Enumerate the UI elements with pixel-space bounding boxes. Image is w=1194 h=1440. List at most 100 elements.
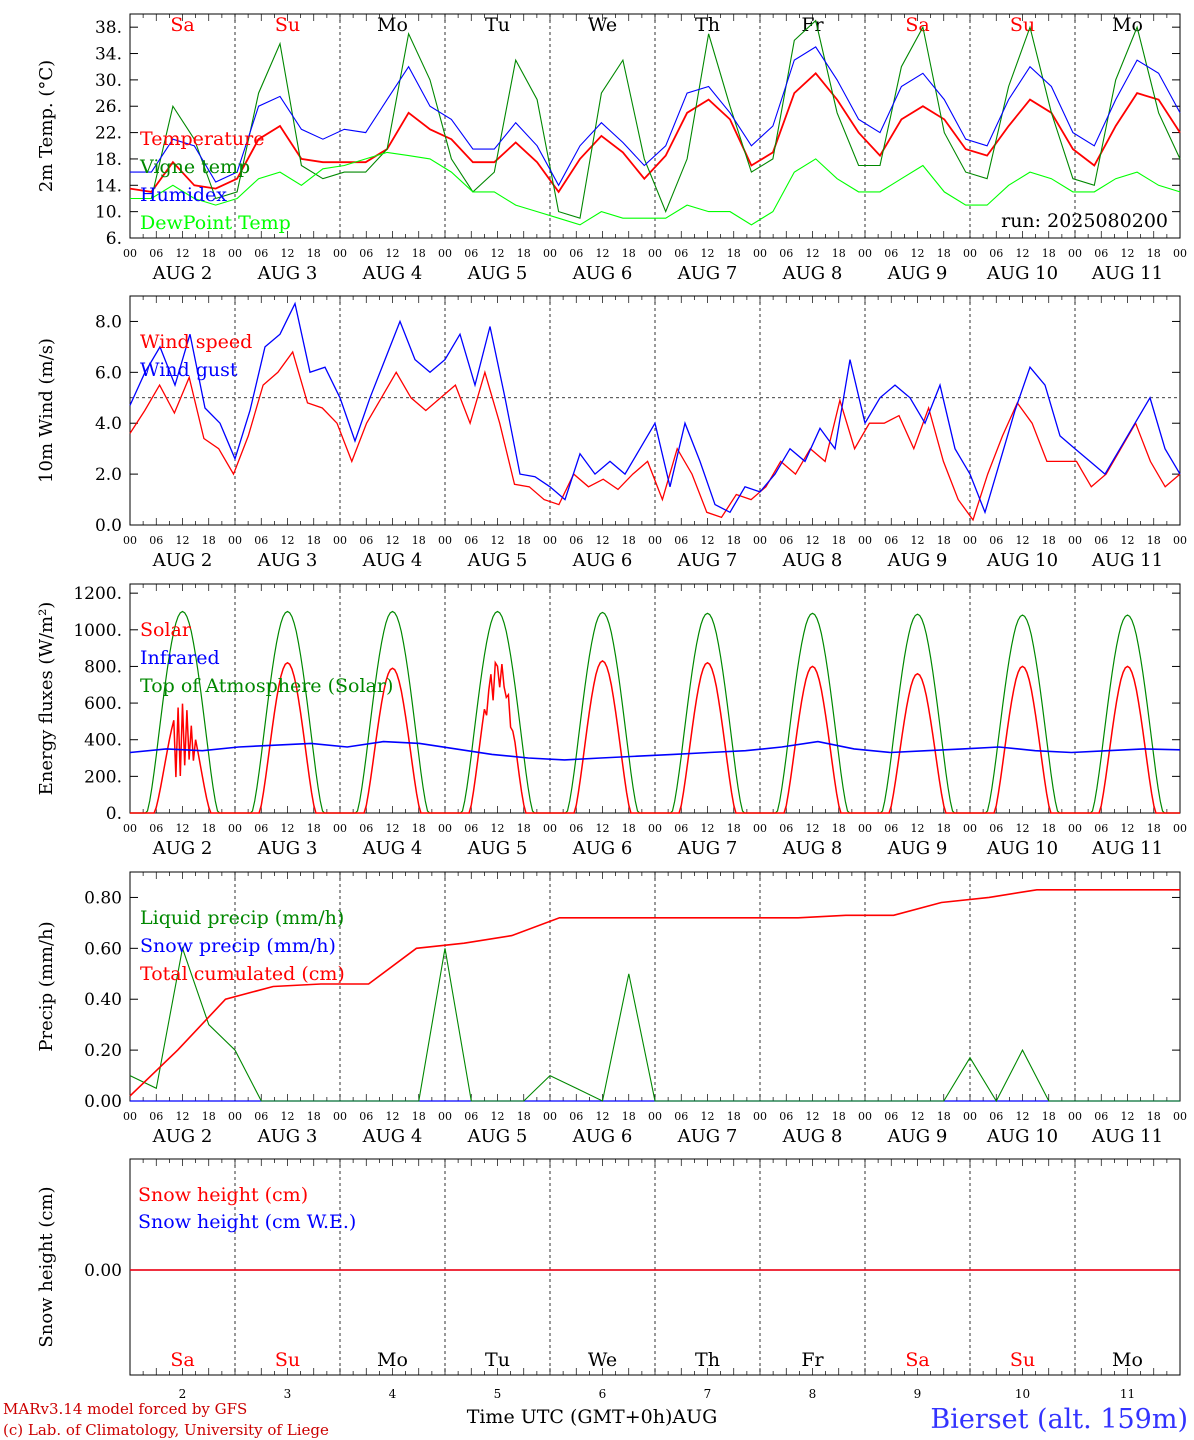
hour-tick-label: 18 [622,247,636,260]
hour-tick-label: 06 [989,1110,1003,1123]
y-tick-label: 10. [95,203,122,223]
legend-entry: Snow height (cm W.E.) [138,1211,356,1233]
hour-tick-label: 18 [307,534,321,547]
hour-tick-label: 00 [438,247,452,260]
hour-tick-label: 18 [412,822,426,835]
y-tick-label: 600. [84,694,122,714]
hour-tick-label: 12 [491,1110,505,1123]
hour-tick-label: 00 [858,247,872,260]
legend-entry: Total cumulated (cm) [140,963,345,985]
date-label: AUG 11 [1091,1126,1163,1147]
legend-entry: Solar [140,619,192,641]
hour-tick-label: 18 [1147,534,1161,547]
y-tick-label: 1200. [73,584,122,604]
legend-entry: DewPoint Temp [140,212,291,234]
y-tick-label: 34. [95,45,122,65]
hour-tick-label: 12 [281,1110,295,1123]
legend-entry: Wind speed [140,331,252,353]
hour-tick-label: 18 [1147,822,1161,835]
hour-tick-label: 06 [884,247,898,260]
hour-tick-label: 18 [307,247,321,260]
hour-tick-label: 18 [307,1110,321,1123]
hour-tick-label: 06 [989,822,1003,835]
y-tick-label: 14. [95,176,122,196]
day-number: 2 [179,1387,187,1401]
hour-tick-label: 18 [937,1110,951,1123]
hour-tick-label: 00 [1173,247,1187,260]
day-name: Sa [170,1349,194,1371]
hour-tick-label: 18 [517,534,531,547]
hour-tick-label: 18 [937,247,951,260]
hour-tick-label: 12 [1016,1110,1030,1123]
y-tick-label: 2.0 [95,465,122,485]
hour-tick-label: 00 [333,822,347,835]
hour-tick-label: 06 [989,534,1003,547]
hour-tick-label: 12 [491,247,505,260]
hour-tick-label: 18 [517,247,531,260]
hour-tick-label: 00 [858,1110,872,1123]
hour-tick-label: 06 [149,822,163,835]
date-label: AUG 9 [887,1126,948,1147]
hour-tick-label: 12 [176,1110,190,1123]
legend-entry: Top of Atmosphere (Solar) [140,675,393,697]
day-number: 8 [809,1387,817,1401]
hour-tick-label: 00 [648,822,662,835]
y-tick-label: 30. [95,71,122,91]
date-label: AUG 11 [1091,838,1163,859]
y-tick-label: 18. [95,150,122,170]
y-tick-label: 0. [106,804,122,824]
hour-tick-label: 12 [701,1110,715,1123]
hour-tick-label: 18 [1042,247,1056,260]
hour-tick-label: 06 [359,1110,373,1123]
hour-tick-label: 12 [386,247,400,260]
hour-tick-label: 12 [806,534,820,547]
hour-tick-label: 12 [176,822,190,835]
hour-tick-label: 00 [333,534,347,547]
hour-tick-label: 00 [123,1110,137,1123]
y-tick-label: 0.40 [84,990,122,1010]
day-name: Fr [801,14,824,36]
hour-tick-label: 12 [596,822,610,835]
hour-tick-label: 12 [1016,534,1030,547]
hour-tick-label: 12 [596,247,610,260]
day-number: 4 [389,1387,397,1401]
hour-tick-label: 12 [596,1110,610,1123]
y-axis-label: 10m Wind (m/s) [36,338,57,483]
hour-tick-label: 06 [1094,822,1108,835]
day-name: Sa [905,1349,929,1371]
hour-tick-label: 18 [727,534,741,547]
date-label: AUG 3 [257,263,318,284]
hour-tick-label: 06 [254,534,268,547]
hour-tick-label: 12 [1121,247,1135,260]
hour-tick-label: 06 [779,247,793,260]
date-label: AUG 7 [677,550,738,571]
hour-tick-label: 06 [674,247,688,260]
hour-tick-label: 12 [806,822,820,835]
hour-tick-label: 06 [569,1110,583,1123]
y-tick-label: 0.80 [84,888,122,908]
hour-tick-label: 18 [727,822,741,835]
hour-tick-label: 18 [937,822,951,835]
hour-tick-label: 18 [832,822,846,835]
hour-tick-label: 00 [228,1110,242,1123]
hour-tick-label: 00 [963,247,977,260]
hour-tick-label: 00 [963,534,977,547]
y-tick-label: 6. [106,229,122,249]
date-label: AUG 6 [572,1126,633,1147]
date-label: AUG 5 [467,838,528,859]
hour-tick-label: 06 [359,247,373,260]
hour-tick-label: 12 [1121,534,1135,547]
day-name: Tu [485,1349,510,1371]
hour-tick-label: 12 [701,822,715,835]
date-label: AUG 8 [782,263,843,284]
hour-tick-label: 06 [1094,247,1108,260]
y-tick-label: 22. [95,124,122,144]
hour-tick-label: 00 [753,822,767,835]
panel-1: 6. 10. 14. 18. 22. 26. 30. 34. 38. 2m Temp. (°C) S… [36,13,1187,284]
hour-tick-label: 12 [281,822,295,835]
hour-tick-label: 18 [1042,822,1056,835]
hour-tick-label: 18 [412,534,426,547]
day-number: 6 [599,1387,607,1401]
hour-tick-label: 12 [911,1110,925,1123]
hour-tick-label: 12 [1121,1110,1135,1123]
